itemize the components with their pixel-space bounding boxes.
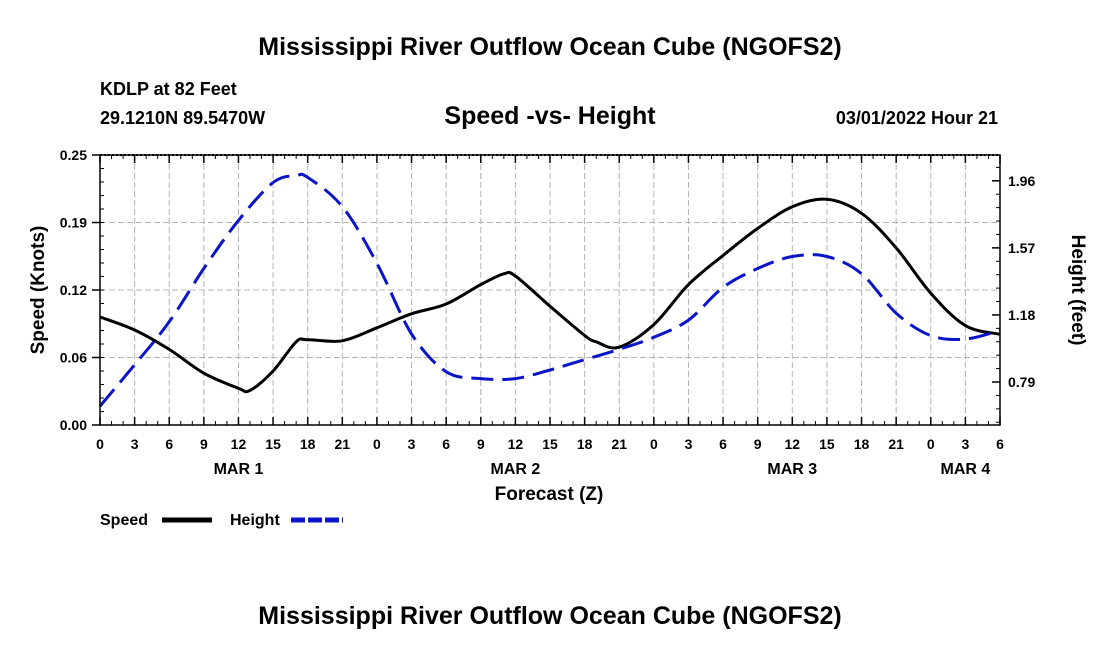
footer-title: Mississippi River Outflow Ocean Cube (NG… <box>258 602 841 630</box>
legend-speed-label: Speed <box>100 512 148 529</box>
x-tick-label: 18 <box>854 436 870 452</box>
chart-title: Mississippi River Outflow Ocean Cube (NG… <box>258 33 841 61</box>
x-tick-label: 21 <box>611 436 627 452</box>
x-axis-label: Forecast (Z) <box>495 484 604 505</box>
coordinates-label: 29.1210N 89.5470W <box>100 108 265 128</box>
grid-lines <box>100 155 1000 425</box>
y-tick-label: 0.06 <box>60 350 87 366</box>
x-tick-label: 15 <box>542 436 558 452</box>
day-label: MAR 3 <box>767 461 817 478</box>
x-tick-label: 12 <box>231 436 247 452</box>
y2-axis-label: Height (feet) <box>1067 235 1088 346</box>
x-tick-label: 6 <box>719 436 727 452</box>
x-tick-label: 12 <box>785 436 801 452</box>
x-tick-label: 6 <box>996 436 1004 452</box>
x-tick-label: 12 <box>508 436 524 452</box>
axes: 0 3 6 9 12 15 18 21 0 3 6 9 12 15 18 21 0 3 6 9 12 15 18 21 0 3 6M… <box>60 147 1036 478</box>
x-tick-label: 6 <box>165 436 173 452</box>
x-tick-label: 3 <box>408 436 416 452</box>
day-label: MAR 2 <box>490 461 540 478</box>
x-tick-label: 0 <box>96 436 104 452</box>
y-tick-label: 0.00 <box>60 417 87 433</box>
x-tick-label: 18 <box>300 436 316 452</box>
y-axis-label: Speed (Knots) <box>28 226 49 355</box>
x-tick-label: 15 <box>265 436 281 452</box>
x-tick-label: 21 <box>888 436 904 452</box>
y2-tick-label: 0.79 <box>1008 374 1035 390</box>
y2-tick-label: 1.18 <box>1008 307 1035 323</box>
x-tick-label: 0 <box>373 436 381 452</box>
x-tick-label: 18 <box>577 436 593 452</box>
station-label: KDLP at 82 Feet <box>100 79 237 99</box>
x-tick-label: 9 <box>477 436 485 452</box>
y-tick-label: 0.12 <box>60 282 87 298</box>
x-tick-label: 3 <box>961 436 969 452</box>
x-tick-label: 3 <box>131 436 139 452</box>
x-tick-label: 21 <box>335 436 351 452</box>
x-tick-label: 0 <box>650 436 658 452</box>
y2-tick-label: 1.96 <box>1008 173 1035 189</box>
x-tick-label: 0 <box>927 436 935 452</box>
x-tick-label: 6 <box>442 436 450 452</box>
x-tick-label: 15 <box>819 436 835 452</box>
x-tick-label: 3 <box>685 436 693 452</box>
y-tick-label: 0.25 <box>60 147 87 163</box>
chart-subtitle: Speed -vs- Height <box>444 102 656 130</box>
y2-tick-label: 1.57 <box>1008 240 1035 256</box>
series-line-speed <box>99 197 1001 394</box>
day-label: MAR 4 <box>940 461 990 478</box>
legend: Speed Height <box>100 512 343 529</box>
x-tick-label: 9 <box>754 436 762 452</box>
legend-height-label: Height <box>230 512 280 529</box>
data-series <box>98 172 1001 408</box>
forecast-datetime: 03/01/2022 Hour 21 <box>836 108 998 128</box>
day-label: MAR 1 <box>214 461 264 478</box>
y-tick-label: 0.19 <box>60 215 87 231</box>
x-tick-label: 9 <box>200 436 208 452</box>
series-line-height <box>98 172 1001 408</box>
